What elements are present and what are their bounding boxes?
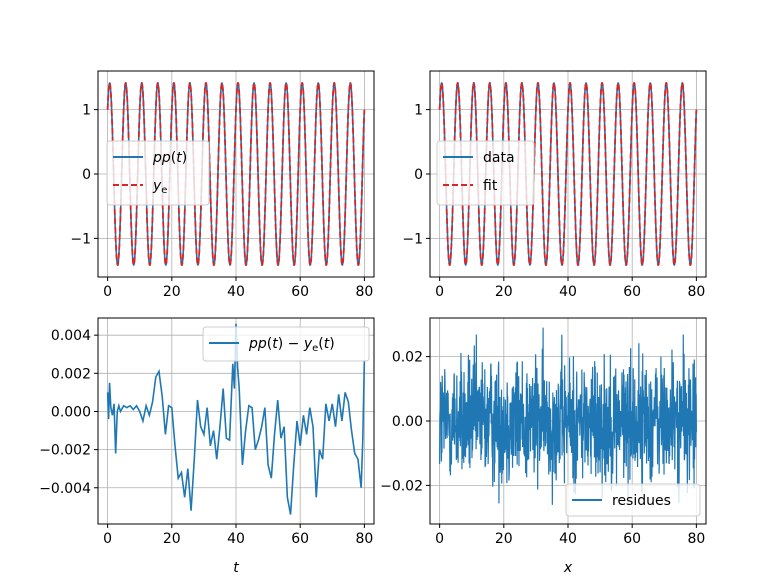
legend-box: [565, 483, 701, 517]
legend-label-data: data: [483, 150, 515, 166]
legend: pp(t) ye: [106, 140, 210, 206]
x-tick-label: 0: [435, 531, 444, 547]
y-tick-label: 0: [82, 167, 91, 183]
x-tick-label: 60: [291, 531, 309, 547]
x-tick-label: 40: [559, 284, 577, 300]
y-tick-label: 0: [414, 167, 423, 183]
x-tick-label: 0: [435, 284, 444, 300]
x-tick-label: 20: [495, 284, 513, 300]
x-tick-label: 40: [559, 531, 577, 547]
x-tick-label: 40: [227, 531, 245, 547]
legend-box: [202, 326, 370, 362]
series-line-residues: [439, 327, 697, 505]
y-tick-label: −0.002: [39, 443, 91, 459]
legend: data fit: [436, 140, 535, 206]
x-axis-label-x: x: [563, 560, 573, 576]
y-tick-label: 0.000: [51, 404, 91, 420]
subplot-bottom-right: 0 20 40 60 80 −0.02 0.00 0.02 x residues: [380, 317, 707, 576]
y-tick-label: −0.02: [380, 478, 423, 494]
x-tick-label: 60: [291, 284, 309, 300]
x-tick-label: 0: [103, 284, 112, 300]
y-tick-label: 0.004: [51, 328, 91, 344]
y-tick-label: −1: [402, 231, 423, 247]
x-tick-label: 80: [687, 284, 705, 300]
y-tick-label: 1: [82, 103, 91, 119]
x-tick-label: 20: [163, 531, 181, 547]
y-tick-label: 0.02: [392, 350, 423, 366]
x-tick-label: 20: [163, 284, 181, 300]
x-tick-label: 80: [687, 531, 705, 547]
x-tick-label: 80: [355, 531, 373, 547]
y-tick-label: −0.004: [39, 481, 91, 497]
x-tick-label: 40: [227, 284, 245, 300]
x-tick-label: 0: [103, 531, 112, 547]
legend-label-pp: pp(t): [152, 150, 187, 166]
legend: residues: [565, 483, 701, 517]
legend: pp(t) − ye(t): [202, 326, 370, 362]
legend-label-fit: fit: [483, 178, 498, 194]
legend-label-difference: pp(t) − ye(t): [248, 336, 335, 354]
series-line-y-e: [106, 82, 366, 266]
x-axis-label-t: t: [233, 560, 239, 576]
x-tick-label: 80: [355, 284, 373, 300]
legend-label-residues: residues: [612, 493, 671, 509]
x-tick-label: 60: [623, 284, 641, 300]
subplot-top-right: 0 20 40 60 80 −1 0 1 data fit: [402, 70, 707, 300]
legend-label-ye: ye: [152, 178, 167, 196]
series-line-fit: [438, 82, 698, 266]
x-tick-label: 20: [495, 531, 513, 547]
x-tick-label: 60: [623, 531, 641, 547]
y-tick-label: 1: [414, 103, 423, 119]
y-tick-label: −1: [70, 231, 91, 247]
y-tick-label: 0.002: [51, 366, 91, 382]
subplot-top-left: 0 20 40 60 80 −1 0 1 pp(t) ye: [70, 70, 375, 300]
y-tick-label: 0.00: [392, 414, 423, 430]
series-line-pp-t-y-e-t-: [106, 323, 366, 515]
